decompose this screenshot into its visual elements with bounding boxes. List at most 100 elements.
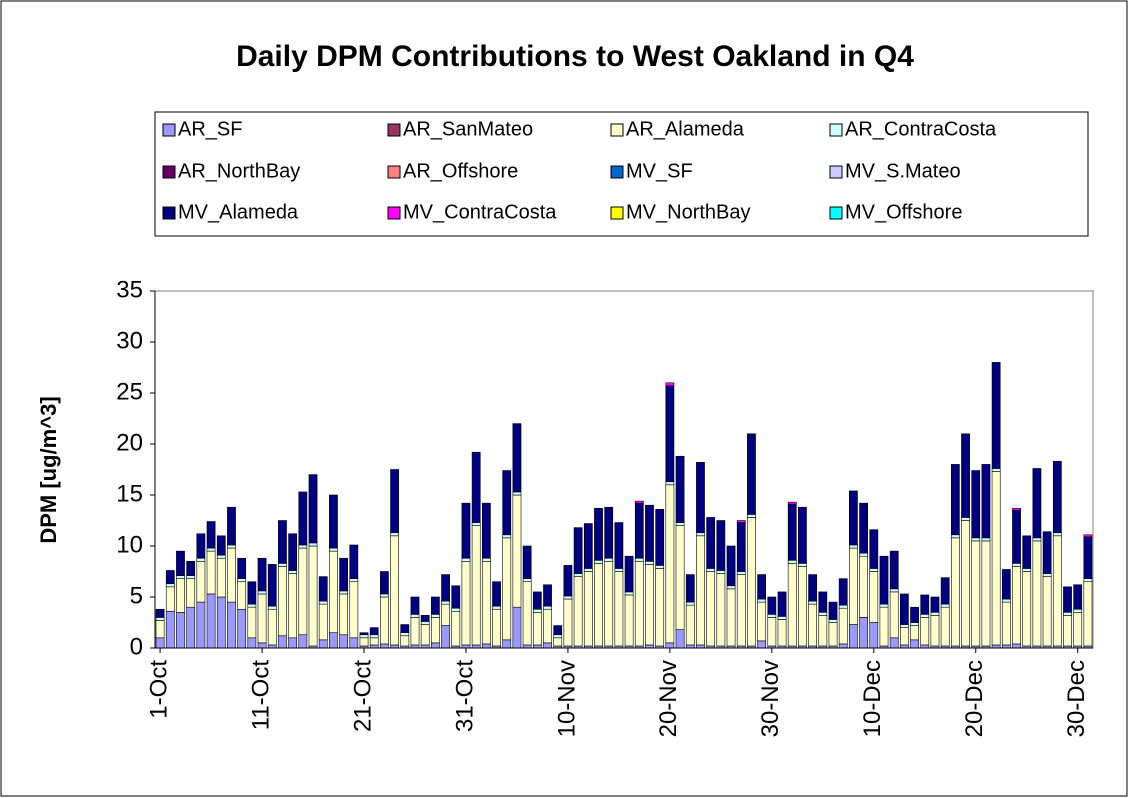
bar-segment bbox=[308, 542, 318, 547]
bar-segment bbox=[481, 643, 491, 649]
bar-segment bbox=[481, 557, 491, 562]
bar-segment bbox=[767, 617, 777, 647]
bar-segment bbox=[359, 632, 369, 636]
bar-segment bbox=[471, 451, 481, 523]
bar-segment bbox=[849, 547, 858, 625]
legend-swatch bbox=[162, 123, 176, 137]
x-tick-label: 20-Dec bbox=[961, 660, 988, 737]
bar-segment bbox=[1001, 598, 1011, 603]
bar-segment bbox=[227, 547, 236, 603]
bar-segment bbox=[787, 559, 797, 564]
bar-segment bbox=[502, 534, 512, 539]
bar-segment bbox=[665, 642, 675, 649]
bar-segment bbox=[278, 563, 287, 567]
bar-segment bbox=[777, 616, 787, 620]
bar-segment bbox=[940, 577, 950, 605]
bar-segment bbox=[645, 560, 654, 565]
bar-segment bbox=[787, 563, 797, 647]
x-tick-label: 10-Dec bbox=[859, 660, 886, 737]
bar-segment bbox=[828, 601, 838, 620]
bar-segment bbox=[165, 610, 175, 649]
bar-segment bbox=[1063, 611, 1072, 616]
bar-segment bbox=[553, 637, 563, 647]
bar-segment bbox=[981, 537, 991, 542]
bar-segment bbox=[808, 603, 817, 647]
bar-segment bbox=[736, 522, 746, 572]
bar-segment bbox=[298, 547, 308, 636]
bar-segment bbox=[604, 560, 614, 647]
x-tick-label: 30-Nov bbox=[757, 660, 784, 737]
legend-swatch bbox=[829, 123, 843, 137]
y-tick-label: 25 bbox=[116, 378, 143, 405]
bar-segment bbox=[614, 571, 624, 647]
legend-swatch bbox=[829, 206, 843, 220]
bar-segment bbox=[431, 614, 440, 618]
bar-segment bbox=[645, 564, 654, 646]
bar-segment bbox=[216, 535, 226, 556]
bar-segment bbox=[441, 574, 450, 602]
bar-segment bbox=[278, 635, 287, 649]
bar-segment bbox=[410, 614, 420, 618]
bar-segment bbox=[767, 596, 777, 615]
bar-segment bbox=[380, 593, 389, 598]
bar-segment bbox=[757, 574, 767, 600]
bar-segment bbox=[1032, 468, 1042, 539]
bar-segment bbox=[349, 581, 359, 639]
bar-segment bbox=[889, 550, 899, 590]
bar-segment bbox=[920, 617, 930, 646]
bar-segment bbox=[1012, 563, 1021, 567]
bar-segment bbox=[777, 591, 787, 617]
x-tick-label: 11-Oct bbox=[247, 660, 274, 731]
bar-segment bbox=[573, 576, 583, 647]
bar-segment bbox=[950, 534, 960, 539]
bar-segment bbox=[624, 555, 634, 593]
bar-segment bbox=[808, 574, 817, 602]
bar-segment bbox=[298, 491, 308, 546]
bar-segment bbox=[216, 596, 226, 649]
bar-segment bbox=[543, 642, 552, 649]
bar-segment bbox=[634, 560, 644, 647]
legend-label: AR_Offshore bbox=[403, 160, 518, 182]
y-tick-label: 10 bbox=[116, 531, 143, 558]
legend-swatch bbox=[387, 206, 401, 220]
bar-segment bbox=[237, 608, 247, 649]
bar-segment bbox=[563, 565, 573, 597]
bar-segment bbox=[696, 535, 705, 646]
bar-segment bbox=[1032, 537, 1042, 542]
bar-segment bbox=[869, 571, 879, 623]
bar-segment bbox=[359, 637, 369, 647]
y-tick-label: 20 bbox=[116, 429, 143, 456]
bar-segment bbox=[971, 537, 981, 542]
bar-segment bbox=[808, 600, 817, 605]
bar-segment bbox=[869, 568, 879, 572]
bar-segment bbox=[634, 557, 644, 562]
bar-segment bbox=[726, 588, 736, 647]
bar-segment bbox=[298, 634, 308, 649]
legend-label: AR_Alameda bbox=[626, 118, 745, 140]
legend-swatch bbox=[387, 165, 401, 179]
bar-segment bbox=[257, 590, 267, 595]
bar-segment bbox=[1022, 568, 1032, 572]
bar-segment bbox=[879, 606, 889, 647]
bar-segment bbox=[308, 474, 318, 544]
bar-segment bbox=[390, 532, 399, 537]
bar-segment bbox=[879, 603, 889, 608]
bar-segment bbox=[227, 601, 236, 649]
bar-segment bbox=[981, 540, 991, 647]
bar-segment bbox=[991, 362, 1001, 469]
legend-label: AR_ContraCosta bbox=[845, 118, 997, 140]
legend-label: AR_NorthBay bbox=[178, 160, 300, 182]
bar-segment bbox=[675, 629, 685, 649]
bar-segment bbox=[828, 622, 838, 647]
bar-segment bbox=[400, 635, 410, 647]
bar-segment bbox=[543, 584, 552, 607]
bar-segment bbox=[369, 637, 379, 646]
bar-segment bbox=[1073, 584, 1083, 610]
bar-segment bbox=[512, 494, 522, 608]
bar-segment bbox=[543, 605, 552, 610]
bar-segment bbox=[206, 593, 216, 649]
bar-segment bbox=[522, 545, 532, 579]
bar-segment bbox=[441, 603, 450, 626]
x-tick-label: 31-Oct bbox=[451, 660, 478, 732]
